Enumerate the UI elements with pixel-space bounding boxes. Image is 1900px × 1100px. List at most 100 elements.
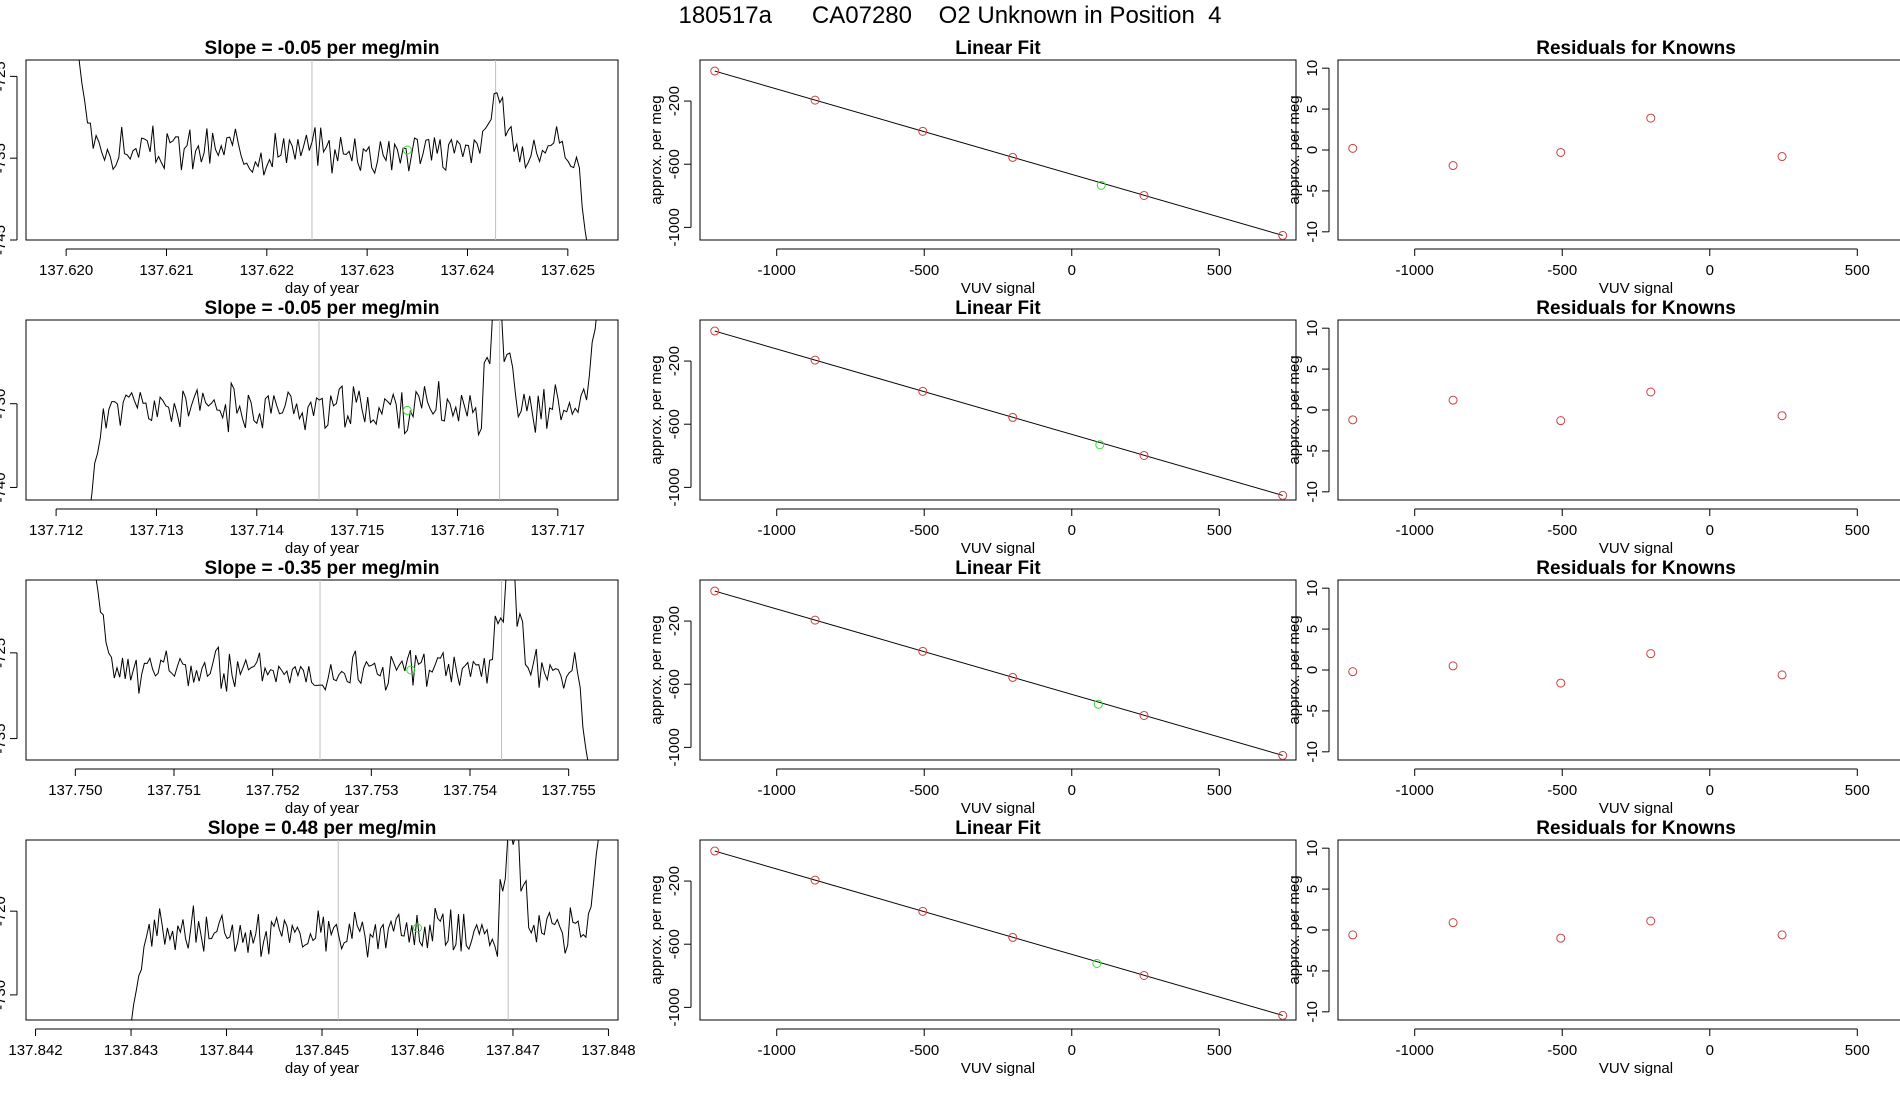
x-tick-label: 0	[1068, 782, 1076, 799]
known-point	[1278, 1010, 1288, 1020]
plot-area-frame	[699, 319, 1297, 501]
chart-panel-10: Slope = 0.48 per meg/min 137.842 137.843 13…	[0, 818, 636, 1077]
panel-title: Linear Fit	[955, 38, 1041, 59]
unknown-point	[1092, 958, 1102, 968]
x-axis-label: VUV signal	[1599, 800, 1673, 817]
y-tick-label: 0	[1304, 666, 1321, 674]
x-axis-label: VUV signal	[961, 1060, 1035, 1077]
y-tick-label: -10	[1304, 741, 1321, 763]
y-tick-label: 0	[1304, 146, 1321, 154]
x-tick-label: 137.751	[147, 782, 201, 799]
known-point	[918, 126, 928, 136]
chart-panel-4: Slope = -0.05 per meg/min 137.712 137.713 1…	[0, 298, 619, 557]
x-tick-label: 500	[1845, 262, 1870, 279]
x-tick-label: 500	[1207, 1042, 1232, 1059]
y-tick-label: -200	[666, 86, 683, 116]
x-tick-label: 0	[1068, 1042, 1076, 1059]
x-tick-label: 137.716	[430, 522, 484, 539]
known-point	[1777, 411, 1787, 421]
y-tick-label: 10	[1304, 840, 1321, 857]
known-point	[810, 875, 820, 885]
chart-panel-5: Linear Fit -1000 -500 0 500 VUV signal -1000 -6…	[648, 298, 1297, 557]
plot-area-frame	[25, 839, 619, 1021]
known-point	[1348, 667, 1358, 677]
plot-area	[710, 846, 1288, 1020]
unknown-point	[402, 145, 412, 155]
plot-area	[1348, 916, 1787, 943]
x-tick-label: 0	[1706, 782, 1714, 799]
panel-title: Residuals for Knowns	[1536, 558, 1736, 579]
x-tick-label: 137.750	[48, 782, 102, 799]
known-point	[1646, 916, 1656, 926]
x-tick-label: 0	[1068, 262, 1076, 279]
panel-title: Linear Fit	[955, 818, 1041, 839]
y-tick-label: -730	[0, 389, 9, 419]
series-trace	[90, 320, 597, 500]
chart-panel-1: Slope = -0.05 per meg/min 137.620 137.621 1…	[0, 38, 619, 297]
y-axis-label: approx. per meg	[1286, 615, 1303, 724]
x-tick-label: 137.625	[541, 262, 595, 279]
chart-panel-12: Residuals for Knowns -1000 -500 0 500 VUV sig…	[1286, 818, 1900, 1077]
y-tick-label: -10	[1304, 221, 1321, 243]
x-tick-label: 137.624	[440, 262, 494, 279]
plot-area-frame	[25, 319, 619, 501]
x-tick-label: 137.846	[390, 1042, 444, 1059]
y-tick-label: -735	[0, 143, 9, 173]
x-axis-label: VUV signal	[1599, 1060, 1673, 1077]
known-point	[1008, 932, 1018, 942]
unknown-point	[1095, 440, 1105, 450]
x-tick-label: -1000	[1396, 1042, 1434, 1059]
known-point	[710, 586, 720, 596]
x-axis-label: day of year	[285, 280, 359, 297]
y-tick-label: -600	[666, 929, 683, 959]
known-point	[1008, 672, 1018, 682]
chart-panel-8: Linear Fit -1000 -500 0 500 VUV signal -1000 -6…	[648, 558, 1297, 817]
x-tick-label: 137.754	[443, 782, 497, 799]
known-point	[810, 615, 820, 625]
x-tick-label: -500	[909, 262, 939, 279]
x-tick-label: 500	[1845, 1042, 1870, 1059]
plot-area	[1348, 113, 1787, 171]
x-tick-label: 137.621	[139, 262, 193, 279]
plot-area-frame	[1337, 579, 1900, 761]
x-tick-label: 0	[1068, 522, 1076, 539]
known-point	[918, 906, 928, 916]
x-tick-label: 500	[1207, 262, 1232, 279]
y-tick-label: -200	[666, 866, 683, 896]
y-axis-label: approx. per meg	[648, 355, 665, 464]
panel-title: Slope = 0.48 per meg/min	[208, 818, 437, 839]
known-point	[710, 846, 720, 856]
x-tick-label: -1000	[758, 782, 796, 799]
y-tick-label: -1000	[666, 208, 683, 246]
plot-area	[710, 586, 1288, 760]
y-tick-label: 5	[1304, 885, 1321, 893]
panel-title: Residuals for Knowns	[1536, 298, 1736, 319]
y-tick-label: -720	[0, 896, 9, 926]
known-point	[1556, 678, 1566, 688]
known-point	[1646, 649, 1656, 659]
y-tick-label: 5	[1304, 625, 1321, 633]
x-tick-label: -1000	[1396, 522, 1434, 539]
y-tick-label: -200	[666, 346, 683, 376]
x-tick-label: 137.843	[104, 1042, 158, 1059]
chart-panel-7: Slope = -0.35 per meg/min 137.750 137.751 1…	[0, 558, 619, 817]
x-tick-label: 137.752	[246, 782, 300, 799]
plot-area-frame	[1337, 59, 1900, 241]
x-tick-label: -500	[1547, 522, 1577, 539]
chart-panel-9: Residuals for Knowns -1000 -500 0 500 VUV sig…	[1286, 558, 1900, 817]
plot-area-frame	[1337, 839, 1900, 1021]
plot-area	[1348, 387, 1787, 426]
y-tick-label: -1000	[666, 988, 683, 1026]
plot-area	[95, 580, 589, 760]
unknown-point	[1093, 699, 1103, 709]
y-tick-label: 5	[1304, 365, 1321, 373]
y-tick-label: 10	[1304, 320, 1321, 337]
y-tick-label: -600	[666, 669, 683, 699]
unknown-point	[406, 665, 416, 675]
y-tick-label: 10	[1304, 580, 1321, 597]
y-tick-label: -10	[1304, 481, 1321, 503]
known-point	[710, 66, 720, 76]
x-tick-label: 137.842	[8, 1042, 62, 1059]
known-point	[1646, 387, 1656, 397]
y-tick-label: -10	[1304, 1001, 1321, 1023]
